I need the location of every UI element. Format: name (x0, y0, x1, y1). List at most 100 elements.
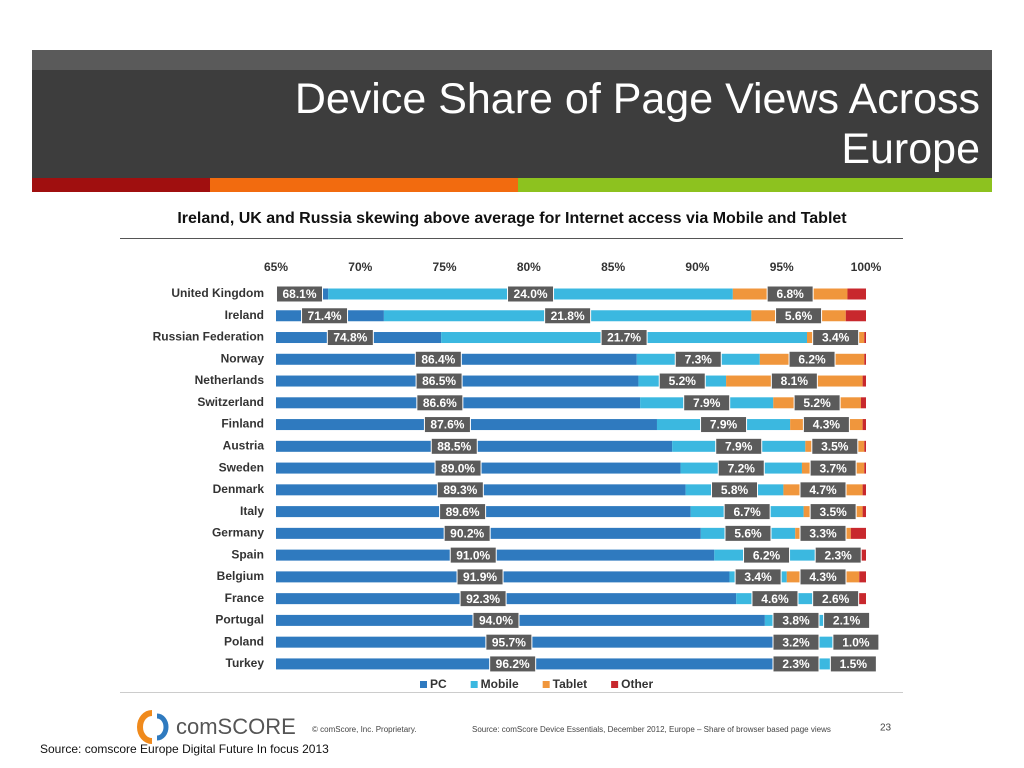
value-label-box (809, 459, 857, 477)
divider (120, 692, 903, 693)
y-tick-label: Belgium (217, 569, 264, 583)
value-label-box (772, 611, 820, 629)
value-label-box (770, 372, 818, 390)
value-label: 5.8% (721, 483, 749, 497)
value-label: 7.9% (693, 396, 721, 410)
color-bar (518, 178, 992, 192)
y-tick-label: Italy (240, 504, 264, 518)
logo-mark (137, 710, 153, 744)
legend-label: PC (430, 677, 447, 691)
value-label: 88.5% (437, 439, 471, 453)
y-tick-label: Turkey (226, 656, 265, 670)
y-tick-label: Sweden (219, 460, 264, 474)
value-label: 6.8% (776, 287, 804, 301)
bar-segment (864, 440, 866, 452)
value-label-box (449, 546, 497, 564)
value-label: 4.6% (761, 592, 789, 606)
bar-segment (859, 571, 866, 583)
bar-segment (801, 658, 841, 670)
value-label: 4.3% (809, 570, 837, 584)
slide-title: Device Share of Page Views Across Europe (294, 75, 980, 173)
legend-label: Mobile (481, 677, 519, 691)
value-label: 4.7% (809, 483, 837, 497)
value-label: 92.3% (466, 592, 500, 606)
value-label-box (430, 437, 478, 455)
value-label-box (717, 459, 765, 477)
value-label-box (799, 568, 847, 586)
bar-segment (276, 636, 794, 648)
value-label-box (743, 546, 791, 564)
value-label: 3.3% (809, 527, 837, 541)
page-number: 23 (880, 723, 892, 734)
x-tick-label: 100% (851, 260, 882, 274)
value-label: 91.0% (456, 548, 490, 562)
x-tick-label: 65% (264, 260, 288, 274)
value-label: 94.0% (479, 614, 513, 628)
value-label: 21.7% (607, 331, 641, 345)
value-label-box (715, 437, 763, 455)
y-tick-label: Austria (223, 438, 265, 452)
value-label-box (829, 655, 877, 673)
value-label: 24.0% (514, 287, 548, 301)
value-label: 1.5% (840, 657, 868, 671)
value-label: 87.6% (430, 418, 464, 432)
brand: comSCORE (176, 714, 296, 739)
header (32, 70, 992, 178)
value-label-box (423, 416, 471, 434)
bar-segment (862, 375, 866, 387)
value-label: 5.2% (803, 396, 831, 410)
value-label-box (507, 285, 555, 303)
value-label-box (485, 633, 533, 651)
value-label: 89.6% (446, 505, 480, 519)
caption: Source: comscore Europe Digital Future I… (40, 742, 329, 756)
y-tick-label: Norway (221, 351, 265, 365)
value-label-box (414, 350, 462, 368)
value-label: 2.3% (782, 657, 810, 671)
footer-source: Source: comScore Device Essentials, Dece… (472, 725, 831, 734)
bar-segment (862, 484, 866, 496)
value-label: 3.7% (819, 461, 847, 475)
bar-segment (860, 397, 866, 409)
value-label: 74.8% (333, 331, 367, 345)
bar-segment (864, 462, 866, 474)
value-label: 96.2% (496, 657, 530, 671)
value-label-box (788, 350, 836, 368)
value-label: 4.3% (813, 418, 841, 432)
bar-segment (864, 332, 866, 344)
value-label-box (823, 611, 871, 629)
value-label: 21.8% (551, 309, 585, 323)
value-label: 89.3% (443, 483, 477, 497)
y-tick-label: Spain (231, 547, 264, 561)
value-label: 3.8% (782, 614, 810, 628)
value-label-box (443, 524, 491, 542)
x-tick-label: 95% (770, 260, 794, 274)
value-label-box (812, 329, 860, 347)
value-label-box (674, 350, 722, 368)
y-tick-label: Switzerland (197, 395, 264, 409)
value-label-box (772, 655, 820, 673)
value-label: 7.3% (685, 352, 713, 366)
value-label: 5.2% (669, 374, 697, 388)
x-tick-label: 90% (685, 260, 709, 274)
value-label: 3.4% (822, 331, 850, 345)
value-label-box (809, 503, 857, 521)
bar-segment (857, 549, 866, 561)
legend-swatch (470, 681, 478, 688)
copyright: © comScore, Inc. Proprietary. (312, 725, 416, 734)
value-label: 6.7% (733, 505, 761, 519)
legend-label: Other (621, 677, 653, 691)
y-tick-label: Portugal (215, 613, 264, 627)
value-label: 6.2% (798, 352, 826, 366)
value-label: 2.3% (825, 548, 853, 562)
header-strip (32, 50, 992, 70)
value-label-box (436, 481, 484, 499)
value-label-box (658, 372, 706, 390)
bar-segment (847, 288, 866, 300)
value-label-box (459, 590, 507, 608)
legend-swatch (420, 681, 427, 688)
value-label: 5.6% (785, 309, 813, 323)
value-label-box (811, 437, 859, 455)
value-label-box (276, 285, 324, 303)
